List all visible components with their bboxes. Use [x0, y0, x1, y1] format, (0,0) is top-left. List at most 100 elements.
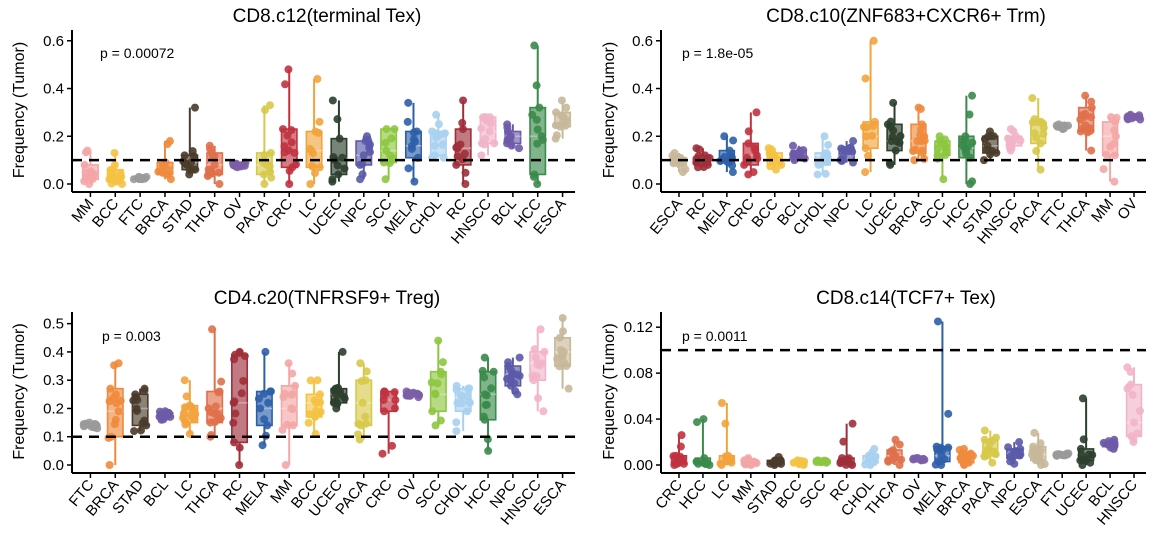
data-point [961, 147, 970, 156]
data-point [479, 113, 488, 122]
data-point [721, 419, 730, 428]
data-point [1081, 91, 1090, 100]
data-point [180, 376, 189, 385]
box-hnscc [477, 113, 499, 160]
data-point [356, 359, 365, 368]
data-point [391, 396, 400, 405]
box-hcc [478, 353, 498, 455]
data-point [889, 126, 898, 135]
data-point [839, 437, 848, 446]
data-point [861, 144, 870, 153]
data-point [81, 419, 90, 428]
data-point [916, 104, 925, 113]
box-chol [861, 444, 880, 469]
data-point [933, 154, 942, 163]
data-point [534, 394, 543, 403]
data-point [795, 460, 804, 469]
data-point [741, 460, 750, 469]
y-tick-label: 0.5 [43, 316, 64, 333]
data-point [530, 41, 539, 50]
data-point [1083, 128, 1092, 137]
data-point [285, 180, 294, 188]
data-point [1059, 124, 1068, 133]
data-point [515, 353, 524, 362]
data-point [388, 441, 397, 450]
data-point [264, 398, 273, 407]
data-point [280, 148, 289, 157]
panel-4: CD8.c14(TCF7+ Tex) Frequency (Tumor) 0.00 0… [601, 288, 1146, 528]
data-point [1036, 439, 1045, 448]
data-point [237, 389, 246, 398]
data-point [1040, 460, 1049, 469]
data-point [957, 141, 966, 150]
data-point [910, 156, 919, 165]
data-point [889, 98, 898, 107]
data-point [750, 143, 759, 152]
data-point [720, 132, 729, 141]
data-point [306, 376, 315, 385]
box-stad [179, 103, 200, 179]
panel-3: CD4.c20(TNFRSF9+ Treg) Frequency (Tumor) 0… [11, 288, 575, 528]
data-point [480, 353, 489, 362]
data-point [132, 406, 141, 415]
data-point [284, 359, 293, 368]
box-mm [740, 454, 761, 469]
data-point [311, 169, 320, 178]
data-point [188, 405, 197, 414]
box-esca [551, 96, 572, 143]
data-point [705, 154, 714, 163]
data-point [481, 400, 490, 409]
data-point [87, 167, 96, 176]
data-point [540, 347, 549, 356]
data-point [339, 392, 348, 401]
data-point [1076, 444, 1085, 453]
data-point [985, 439, 994, 448]
data-point [110, 361, 119, 370]
data-point [404, 98, 413, 107]
data-point [230, 355, 239, 364]
box-scc [933, 132, 951, 184]
data-point [564, 384, 573, 393]
data-point [387, 134, 396, 143]
data-point [465, 384, 474, 393]
data-point [208, 325, 217, 334]
data-point [458, 118, 467, 127]
data-point [788, 141, 797, 150]
data-point [287, 390, 296, 399]
data-point [822, 157, 831, 166]
data-point [533, 180, 542, 188]
data-point [381, 389, 390, 398]
data-point [864, 151, 873, 160]
data-point [439, 153, 448, 162]
data-point [484, 446, 493, 455]
data-point [558, 327, 567, 336]
data-point [313, 376, 322, 385]
data-point [358, 398, 367, 407]
data-point [406, 391, 415, 400]
box-lc [859, 36, 879, 177]
data-point [107, 171, 116, 180]
data-point [438, 358, 447, 367]
data-point [1087, 113, 1096, 122]
box-esca [668, 148, 690, 177]
data-point [1106, 142, 1115, 151]
box-crc [740, 108, 762, 179]
data-point [239, 376, 248, 385]
box-bcc [105, 148, 127, 188]
data-point [1133, 429, 1142, 438]
data-point [728, 161, 737, 170]
data-point [460, 149, 469, 158]
data-point [287, 126, 296, 135]
data-point [358, 170, 367, 179]
data-point [458, 125, 467, 134]
box-mela [931, 317, 953, 469]
box-bcl [788, 141, 809, 165]
data-point [931, 460, 940, 469]
data-point [140, 386, 149, 395]
data-point [1016, 136, 1025, 145]
data-point [506, 133, 515, 142]
chart-title: CD8.c14(TCF7+ Tex) [816, 288, 996, 309]
box-ftc [129, 172, 151, 184]
box-brca [154, 137, 175, 184]
data-point [1036, 446, 1045, 455]
